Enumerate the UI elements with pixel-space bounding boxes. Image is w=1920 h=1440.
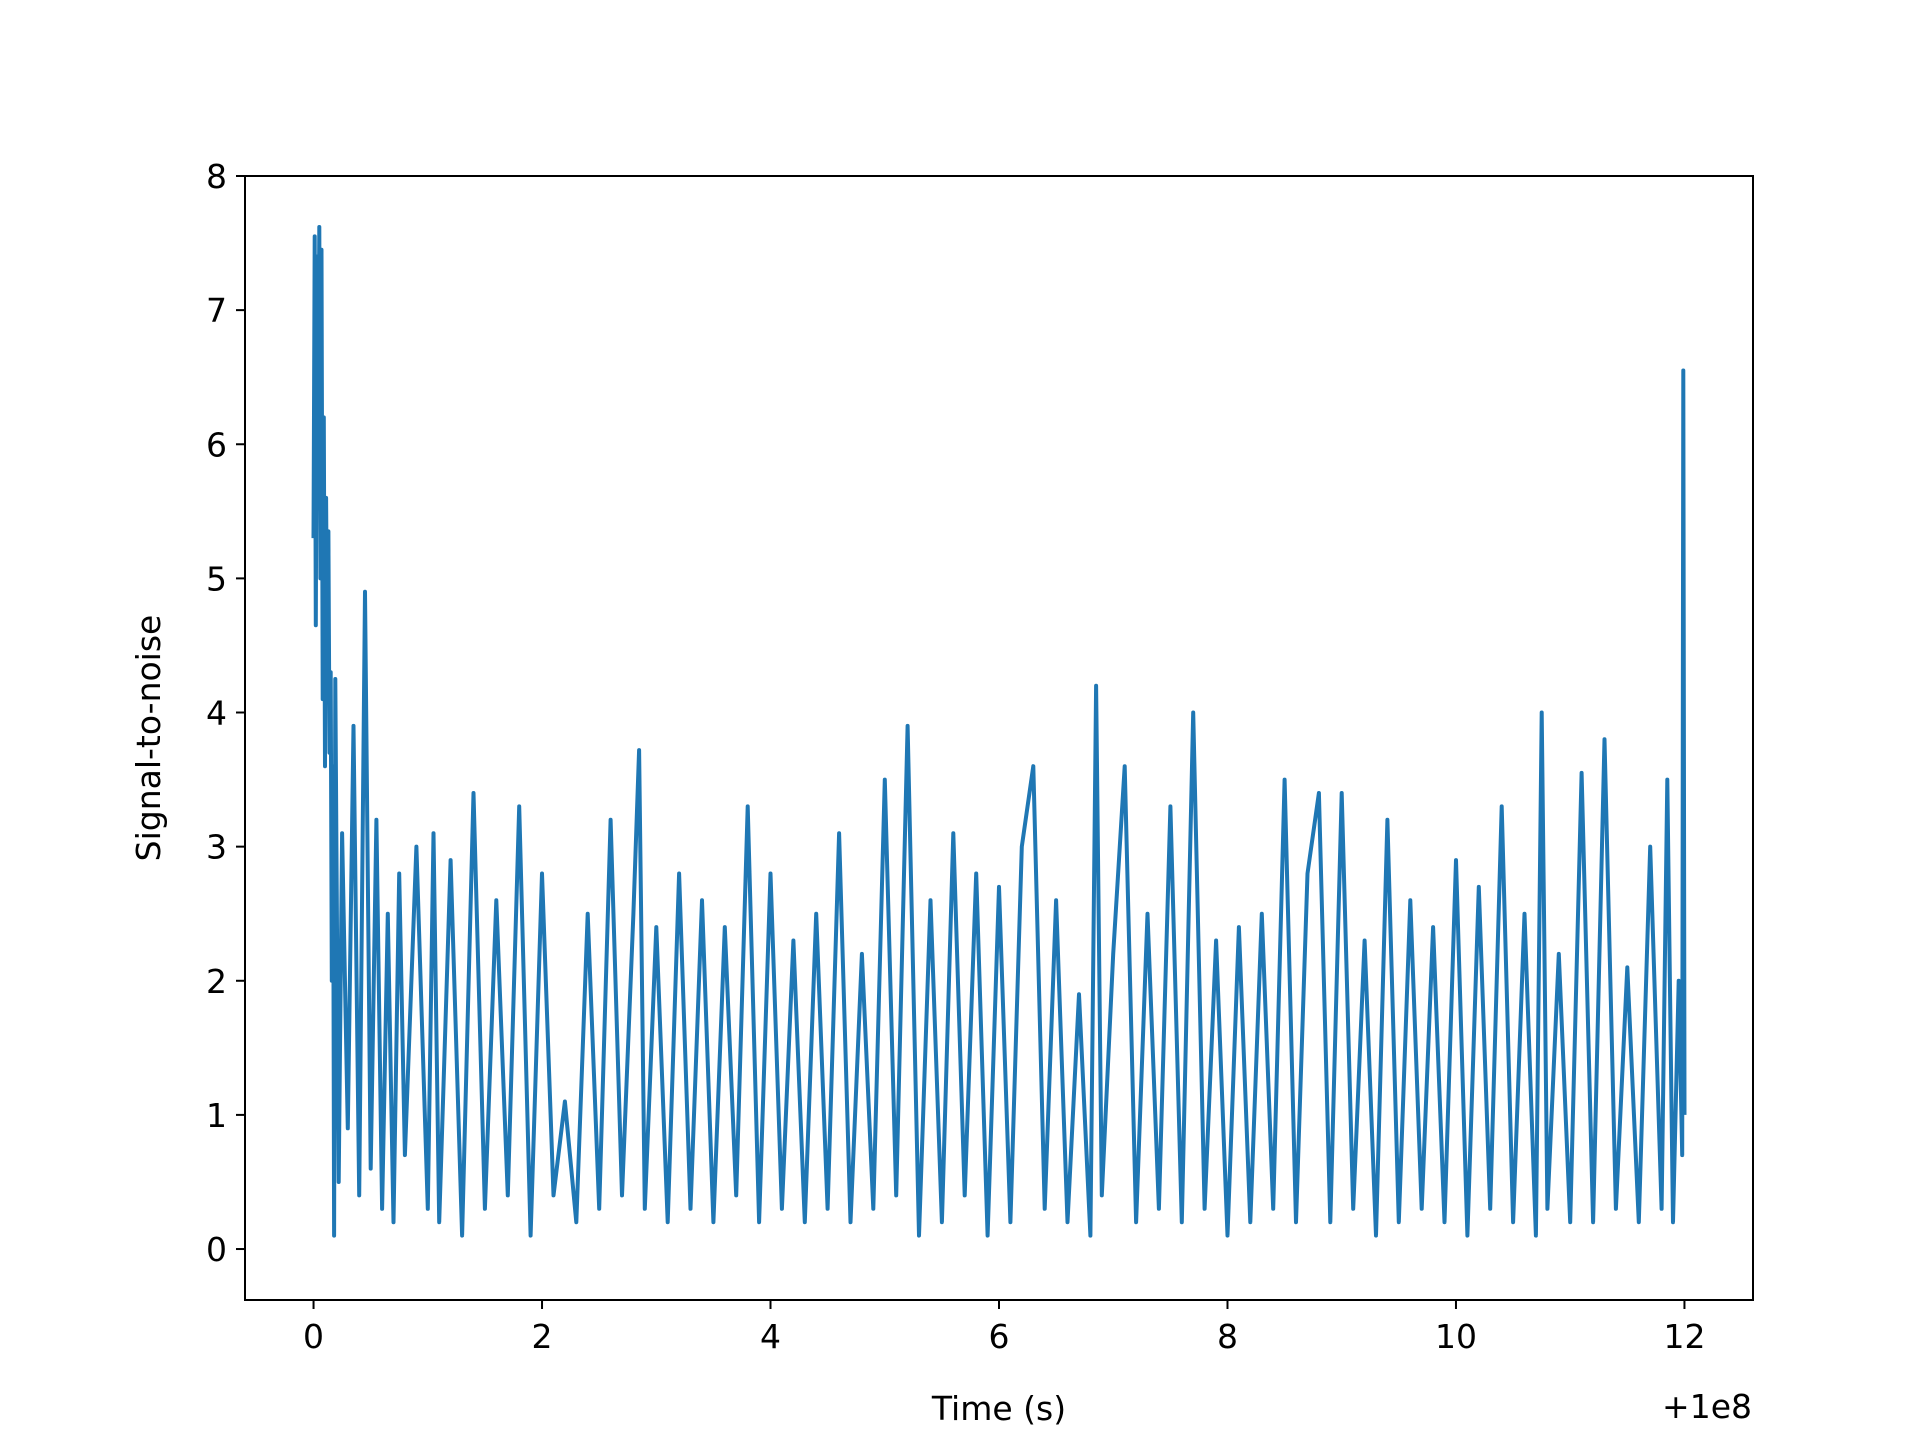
x-tick-label: 8 [1217,1317,1238,1356]
y-tick-label: 7 [206,291,227,330]
series-line-0 [311,225,1687,1238]
x-tick-label: 2 [532,1317,553,1356]
plot-area-background [245,176,1753,1300]
x-tick-label: 12 [1663,1317,1705,1356]
y-tick-label: 6 [206,425,227,464]
y-axis-label: Signal-to-noise [129,615,168,862]
y-tick-label: 5 [206,559,227,598]
y-tick-label: 1 [206,1096,227,1135]
x-axis-label: Time (s) [931,1389,1066,1428]
y-tick-label: 0 [206,1230,227,1269]
x-tick-label: 10 [1435,1317,1477,1356]
y-tick-label: 2 [206,962,227,1001]
x-tick-label: 4 [760,1317,781,1356]
y-axis: 0 1 2 3 4 5 6 7 8 [206,157,245,1269]
y-tick-label: 4 [206,694,227,733]
x-tick-label: 0 [303,1317,324,1356]
y-tick-label: 8 [206,157,227,196]
y-tick-label: 3 [206,828,227,867]
series-layer [311,225,1687,1238]
x-axis-offset-label: +1e8 [1662,1387,1752,1426]
x-tick-label: 6 [989,1317,1010,1356]
x-axis: 0 2 4 6 8 10 12 [303,1300,1705,1356]
